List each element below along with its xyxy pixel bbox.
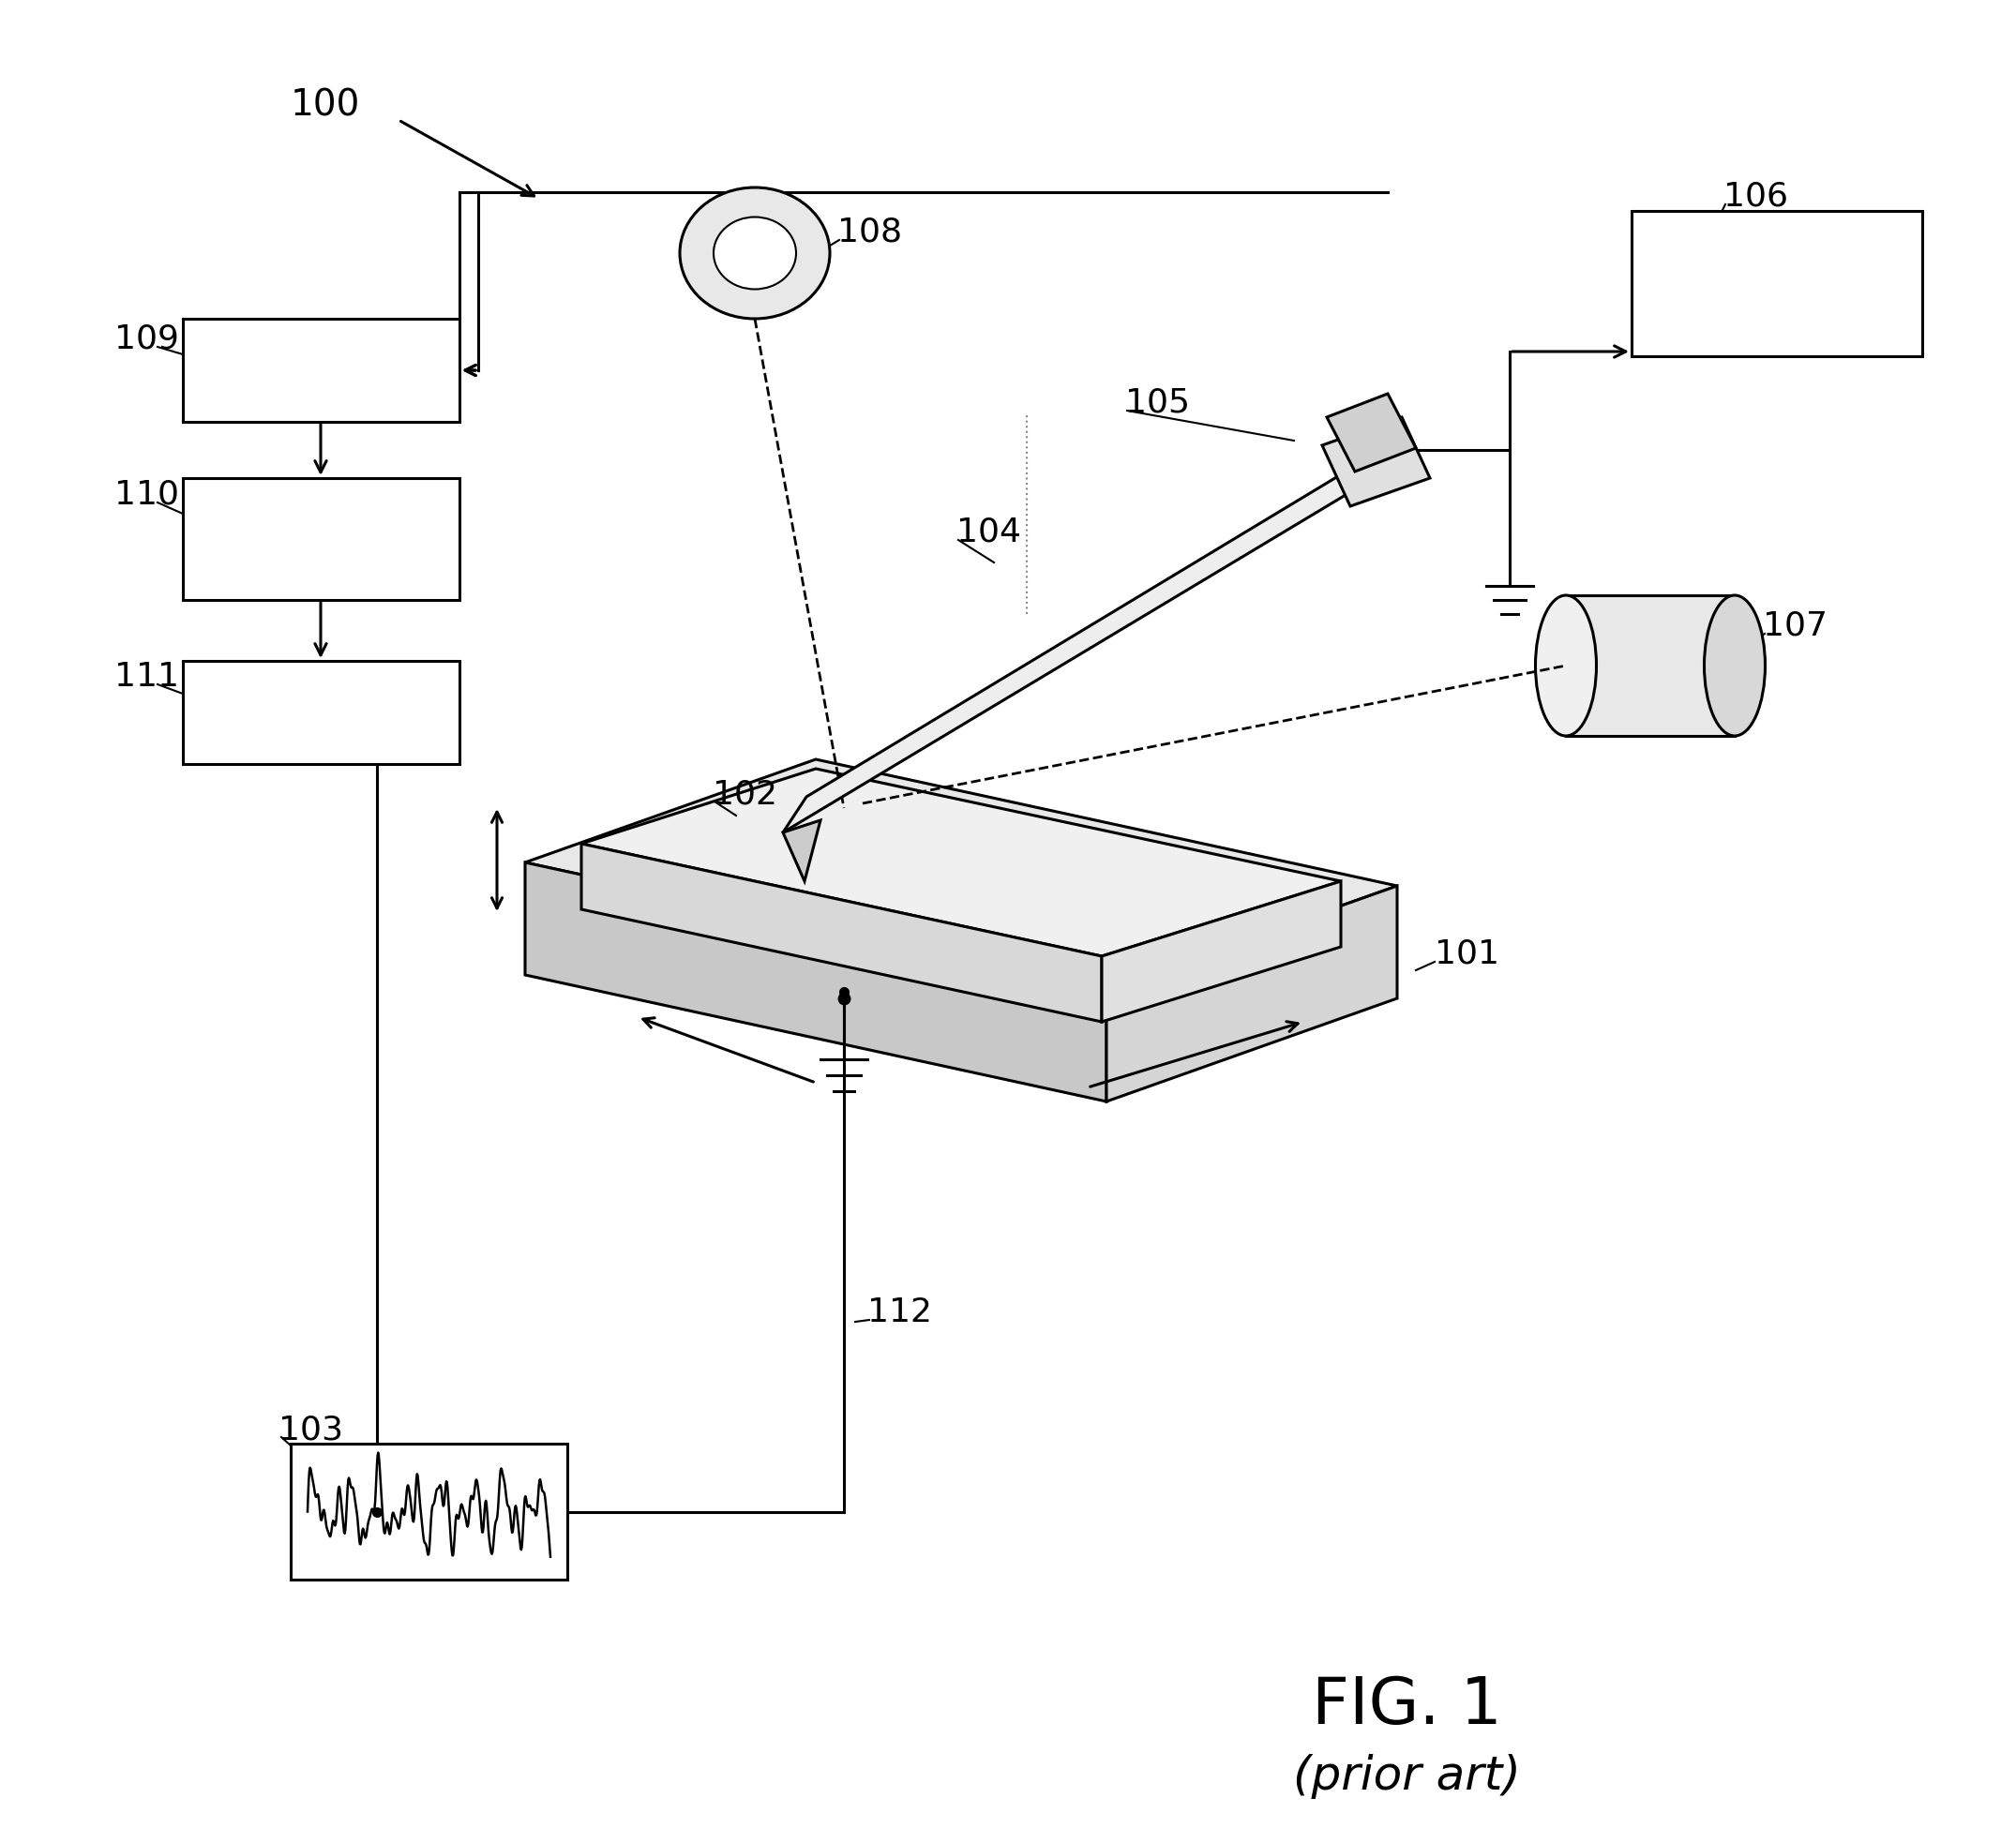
Text: 109: 109 bbox=[115, 323, 179, 356]
Text: 100: 100 bbox=[290, 87, 361, 123]
Text: (prior art): (prior art) bbox=[1292, 1755, 1520, 1799]
Text: 107: 107 bbox=[1762, 610, 1829, 641]
Text: 110: 110 bbox=[115, 479, 179, 511]
Polygon shape bbox=[581, 769, 1341, 957]
Ellipse shape bbox=[679, 188, 831, 319]
Text: 101: 101 bbox=[1435, 938, 1500, 969]
Polygon shape bbox=[1322, 417, 1429, 507]
Bar bbox=[183, 477, 460, 601]
Text: Display: Display bbox=[258, 697, 383, 728]
Text: 103: 103 bbox=[278, 1414, 343, 1445]
Ellipse shape bbox=[1536, 595, 1597, 735]
Text: PI: PI bbox=[1760, 247, 1794, 286]
Text: 111: 111 bbox=[115, 662, 179, 693]
Polygon shape bbox=[782, 820, 821, 881]
Polygon shape bbox=[782, 440, 1397, 833]
Text: 102: 102 bbox=[712, 778, 778, 809]
Text: 105: 105 bbox=[1125, 387, 1189, 418]
Text: 108: 108 bbox=[837, 216, 903, 249]
Ellipse shape bbox=[1704, 595, 1766, 735]
Bar bbox=[183, 662, 460, 765]
Text: processor: processor bbox=[238, 549, 403, 582]
Polygon shape bbox=[1107, 886, 1397, 1102]
Polygon shape bbox=[1566, 595, 1734, 735]
Text: FIG. 1: FIG. 1 bbox=[1312, 1675, 1502, 1738]
Bar bbox=[1631, 210, 1921, 356]
Ellipse shape bbox=[714, 217, 796, 289]
Text: 104: 104 bbox=[956, 516, 1022, 549]
Polygon shape bbox=[1327, 394, 1415, 472]
Text: Lock-in: Lock-in bbox=[260, 354, 381, 387]
Polygon shape bbox=[524, 759, 1397, 990]
Text: Controller: Controller bbox=[1681, 297, 1873, 335]
Text: Data: Data bbox=[280, 509, 361, 540]
Text: 112: 112 bbox=[867, 1296, 931, 1329]
Bar bbox=[290, 1443, 566, 1579]
Polygon shape bbox=[1103, 881, 1341, 1021]
Bar bbox=[183, 319, 460, 422]
Polygon shape bbox=[524, 863, 1107, 1102]
Polygon shape bbox=[581, 844, 1103, 1021]
Text: 106: 106 bbox=[1724, 181, 1788, 212]
